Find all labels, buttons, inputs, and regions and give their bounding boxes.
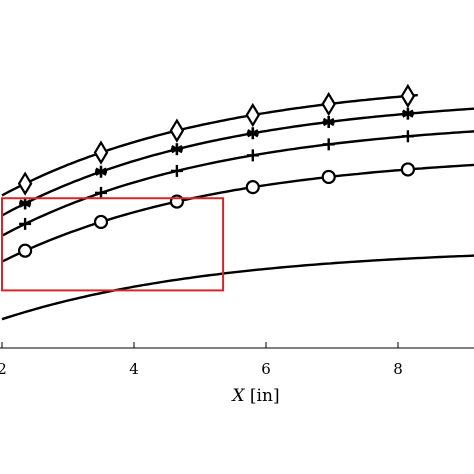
- x-tick-label: 6: [261, 360, 271, 378]
- x-ticks: 2 4 6 8: [0, 342, 403, 378]
- marker-plus: [401, 130, 414, 143]
- marker-diamond: [17, 171, 33, 196]
- marker-diamond: [400, 83, 416, 109]
- series-diamond-line: [1, 93, 418, 197]
- marker-diamond: [93, 140, 109, 165]
- marker-plus: [19, 217, 32, 230]
- x-tick-label: 8: [393, 360, 403, 378]
- series-none-line: [1, 254, 474, 321]
- x-tick-label: 4: [129, 360, 139, 378]
- marker-asterisk: [246, 127, 259, 140]
- marker-asterisk: [95, 165, 107, 178]
- marker-diamond: [245, 102, 261, 128]
- highlight-box-layer: [1, 197, 225, 292]
- marker-circle: [245, 180, 260, 195]
- series-plus-line: [1, 130, 474, 237]
- series-layer: [1, 83, 474, 321]
- marker-circle: [93, 214, 109, 230]
- marker-asterisk: [401, 107, 414, 120]
- x-tick-label: 2: [0, 360, 7, 378]
- marker-plus: [170, 164, 183, 177]
- marker-circle: [18, 243, 33, 258]
- marker-plus: [322, 138, 335, 151]
- marker-circle: [321, 169, 336, 185]
- marker-diamond: [321, 91, 336, 117]
- marker-circle: [400, 162, 415, 177]
- highlight-box: [1, 197, 225, 292]
- marker-diamond: [169, 118, 185, 143]
- series-circle-line: [1, 163, 474, 263]
- marker-asterisk: [322, 115, 335, 128]
- series-asterisk-line: [1, 107, 474, 217]
- marker-plus: [246, 149, 259, 162]
- marker-asterisk: [170, 143, 183, 156]
- x-axis-label: X [in]: [230, 386, 279, 406]
- marker-plus: [95, 186, 107, 199]
- marker-asterisk: [19, 197, 32, 210]
